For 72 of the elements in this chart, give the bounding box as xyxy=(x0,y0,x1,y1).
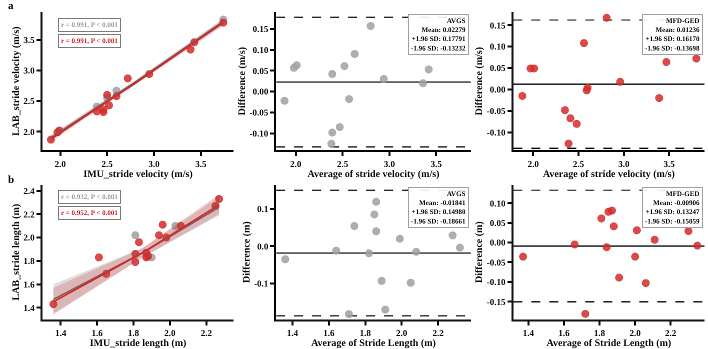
y-tick-label: 0.10 xyxy=(490,198,506,208)
y-tick-label: 1.8 xyxy=(23,256,36,266)
text: b xyxy=(8,174,14,186)
x-tick-label: 2.2 xyxy=(665,328,677,338)
x-axis-title: Average of Stride Length (m) xyxy=(546,338,672,349)
x-tick-label: 3.0 xyxy=(148,158,160,169)
x-tick-label: 3.0 xyxy=(618,158,630,169)
x-axis-title: Average of stride velocity (m/s) xyxy=(307,168,440,180)
x-tick-label: 2.0 xyxy=(396,328,408,338)
y-tick-label: 0.05 xyxy=(490,63,506,74)
x-tick-label: 3.5 xyxy=(195,158,207,169)
x-tick-label: 2.5 xyxy=(336,158,349,169)
x-tick-label: 1.4 xyxy=(55,328,67,338)
text: a xyxy=(8,0,14,12)
x-axis-title: Average of Stride Length (m) xyxy=(311,338,436,349)
x-tick-label: 2.0 xyxy=(528,158,540,169)
y-tick-label: 3.0 xyxy=(23,66,36,76)
y-tick-label: -0.05 xyxy=(486,106,506,116)
y-tick-label: -0.15 xyxy=(486,296,506,307)
y-tick-label: 1.6 xyxy=(23,279,36,290)
x-tick-label: 2.0 xyxy=(54,158,66,169)
x-tick-label: 2.5 xyxy=(572,158,585,169)
y-tick-label: 0.00 xyxy=(490,238,506,248)
x-tick-label: 1.6 xyxy=(91,328,104,338)
y-tick-label: 2.2 xyxy=(23,209,36,220)
y-tick-label: -0.05 xyxy=(250,108,269,118)
x-tick-label: 2.0 xyxy=(290,158,302,169)
y-tick-label: 0.15 xyxy=(252,24,269,34)
y-tick-label: -0.10 xyxy=(486,128,506,138)
x-tick-label: 2.5 xyxy=(102,158,114,169)
x-tick-label: 1.6 xyxy=(323,328,336,338)
y-tick-label: 0.10 xyxy=(490,42,506,52)
y-axis-title: Difference (m/s) xyxy=(237,46,248,116)
y-axis-title: LAB_stride length (m) xyxy=(10,204,22,300)
x-tick-label: 3.5 xyxy=(430,158,442,169)
y-tick-label: 1.4 xyxy=(23,302,36,313)
x-axis-title: IMU_stride length (m) xyxy=(90,338,186,349)
x-tick-label: 1.4 xyxy=(286,328,299,338)
x-tick-label: 1.4 xyxy=(522,328,535,338)
y-tick-label: 0.05 xyxy=(490,218,506,228)
x-tick-label: 1.8 xyxy=(128,328,140,338)
x-tick-label: 2.2 xyxy=(432,328,444,338)
y-tick-label: 2.5 xyxy=(23,96,36,106)
y-tick-label: 2.0 xyxy=(23,232,36,243)
y-tick-label: 0.15 xyxy=(490,20,506,30)
y-tick-label: 0.05 xyxy=(252,66,269,76)
y-tick-label: 3.5 xyxy=(23,34,36,45)
y-tick-label: 0.0 xyxy=(257,241,269,252)
y-tick-label: 0.10 xyxy=(252,44,269,55)
x-axis-title: IMU_stride velocity (m/s) xyxy=(83,168,193,180)
x-tick-label: 1.8 xyxy=(594,328,606,338)
y-axis-title: LAB_stride velocity (m/s) xyxy=(10,26,22,136)
x-tick-label: 1.8 xyxy=(360,328,372,338)
x-tick-label: 2.0 xyxy=(164,328,176,338)
x-axis-title: Average of stride velocity (m/s) xyxy=(542,168,675,180)
y-axis-title: Difference (m) xyxy=(242,221,253,284)
y-axis-title: Difference (m/s) xyxy=(474,46,486,116)
y-tick-label: 0.00 xyxy=(490,84,506,95)
x-tick-label: 3.0 xyxy=(384,158,396,169)
y-tick-label: -0.05 xyxy=(486,257,506,268)
x-tick-label: 2.0 xyxy=(629,328,642,338)
y-tick-label: -0.1 xyxy=(254,278,269,289)
x-tick-label: 1.6 xyxy=(558,328,570,338)
y-tick-label: 0.1 xyxy=(257,204,269,214)
y-tick-label: 2.4 xyxy=(23,186,36,196)
x-tick-label: 3.5 xyxy=(664,158,676,169)
y-axis-title: Difference (m) xyxy=(474,221,486,284)
y-tick-label: 0.00 xyxy=(252,86,269,97)
y-tick-label: -0.10 xyxy=(250,128,269,139)
y-tick-label: -0.10 xyxy=(486,277,506,288)
x-tick-label: 2.2 xyxy=(200,328,212,338)
y-tick-label: 2.0 xyxy=(23,126,36,137)
